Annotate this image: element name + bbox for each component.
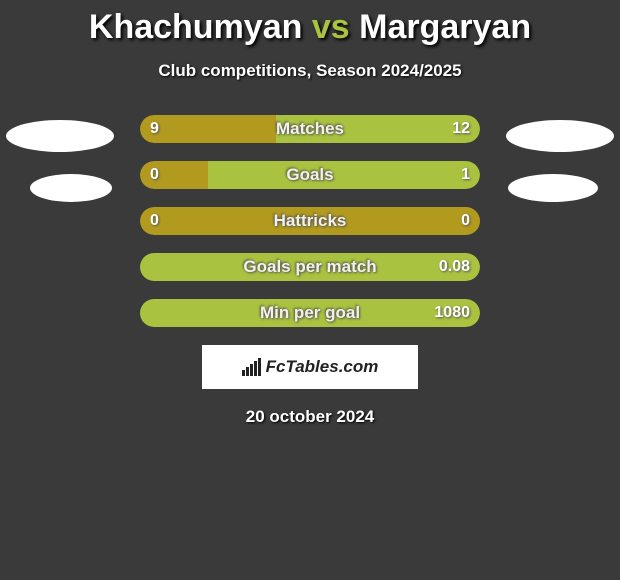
title-left: Khachumyan: [89, 8, 303, 46]
bar-left-fill: [140, 115, 276, 143]
bar-row: Goals per match0.08: [140, 253, 480, 281]
branding-box: FcTables.com: [202, 345, 418, 389]
bar-right-fill: [140, 253, 480, 281]
bar-row: Matches912: [140, 115, 480, 143]
bar-left-fill: [140, 207, 480, 235]
player-oval: [506, 120, 614, 152]
page-title: Khachumyan vs Margaryan: [0, 0, 620, 47]
bar-track: [140, 299, 480, 327]
player-oval: [508, 174, 598, 202]
bar-right-fill: [208, 161, 480, 189]
bar-row: Min per goal1080: [140, 299, 480, 327]
bar-track: [140, 115, 480, 143]
bar-right-fill: [140, 299, 480, 327]
subtitle: Club competitions, Season 2024/2025: [0, 61, 620, 81]
chart-bars-icon: [242, 358, 262, 376]
bar-track: [140, 207, 480, 235]
bar-left-fill: [140, 161, 208, 189]
bar-right-fill: [276, 115, 480, 143]
bar-row: Hattricks00: [140, 207, 480, 235]
branding-text: FcTables.com: [266, 357, 379, 377]
date-text: 20 october 2024: [0, 407, 620, 427]
title-right: Margaryan: [359, 8, 531, 46]
bar-row: Goals01: [140, 161, 480, 189]
player-oval: [6, 120, 114, 152]
bar-track: [140, 161, 480, 189]
bar-track: [140, 253, 480, 281]
player-oval: [30, 174, 112, 202]
title-vs: vs: [312, 8, 350, 46]
